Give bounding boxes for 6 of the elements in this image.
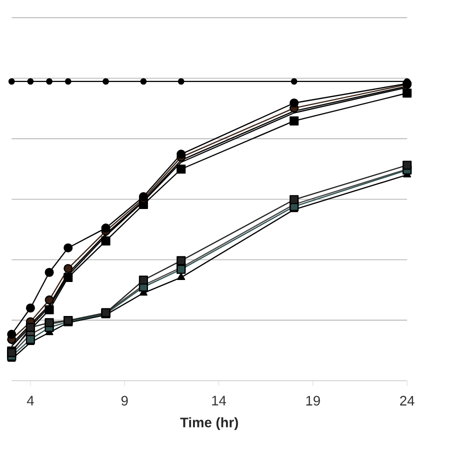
x-tick-label: 14 <box>212 396 226 406</box>
x-tick-label: 4 <box>26 396 34 406</box>
x-axis-title: Time (hr) <box>180 417 238 430</box>
x-tick-label: 24 <box>400 396 414 406</box>
x-tick-label: 19 <box>306 396 320 406</box>
x-tick-label: 9 <box>121 396 128 406</box>
